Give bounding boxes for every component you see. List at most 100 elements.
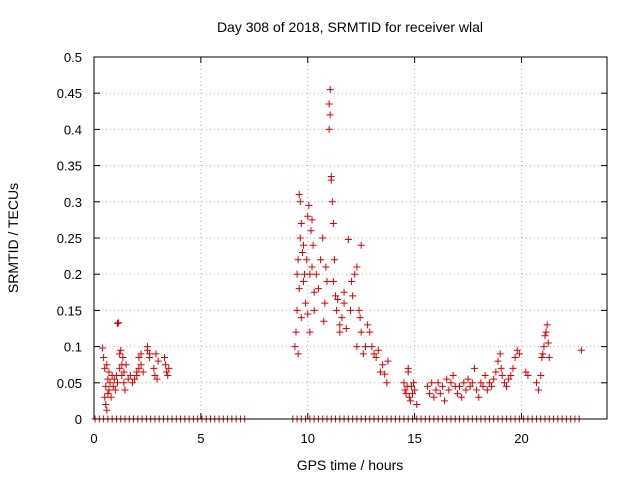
- data-point: [338, 314, 346, 322]
- data-point: [543, 321, 551, 329]
- data-point: [143, 346, 151, 354]
- data-point: [485, 379, 493, 387]
- x-tick-label: 10: [301, 431, 315, 446]
- data-point: [577, 346, 585, 354]
- data-point: [347, 306, 354, 314]
- data-point: [115, 319, 123, 327]
- data-point: [152, 350, 160, 358]
- data-point: [545, 353, 553, 361]
- data-point: [503, 382, 511, 390]
- data-point: [515, 350, 523, 358]
- data-point: [522, 368, 530, 376]
- data-point: [441, 397, 449, 405]
- data-point: [477, 379, 485, 387]
- data-point: [372, 353, 380, 361]
- data-point: [407, 382, 415, 390]
- data-point: [299, 277, 307, 285]
- data-point: [334, 296, 342, 304]
- y-tick-label: 0.3: [64, 195, 82, 210]
- data-point: [443, 375, 451, 383]
- data-point: [535, 386, 543, 394]
- data-point: [101, 393, 109, 401]
- x-tick-label: 5: [197, 431, 204, 446]
- data-point: [532, 379, 540, 387]
- data-point: [364, 321, 372, 329]
- data-point: [355, 306, 363, 314]
- data-point: [294, 350, 302, 358]
- data-point: [470, 364, 478, 372]
- data-point: [383, 379, 391, 387]
- y-tick-label: 0.45: [57, 86, 82, 101]
- data-point: [436, 390, 444, 398]
- data-point: [500, 379, 508, 387]
- data-point: [100, 353, 108, 361]
- data-point: [408, 390, 416, 398]
- y-axis-label: SRMTID / TECUs: [5, 183, 21, 293]
- data-point: [494, 357, 502, 365]
- data-point: [308, 216, 316, 224]
- data-point: [357, 328, 365, 336]
- data-point: [430, 393, 438, 401]
- data-point: [509, 364, 517, 372]
- data-point: [131, 375, 139, 383]
- data-point: [135, 364, 143, 372]
- data-point: [110, 375, 118, 383]
- data-point: [438, 382, 446, 390]
- data-point: [541, 332, 549, 340]
- data-point: [107, 393, 115, 401]
- data-point: [492, 368, 500, 376]
- data-point: [126, 372, 134, 380]
- data-point: [106, 379, 114, 387]
- data-point: [426, 390, 434, 398]
- data-point: [379, 361, 387, 369]
- data-point: [319, 234, 327, 242]
- data-point: [102, 401, 110, 409]
- data-point: [299, 241, 307, 249]
- data-point: [137, 350, 145, 358]
- data-point: [330, 256, 338, 264]
- data-point: [340, 288, 348, 296]
- data-point: [114, 319, 122, 327]
- data-point: [376, 368, 384, 376]
- data-point: [128, 379, 136, 387]
- data-point: [150, 364, 158, 372]
- data-point: [483, 386, 491, 394]
- data-point: [328, 198, 336, 206]
- y-axis: 0 0.05 0.1 0.15 0.2 0.25 0.3 0.35 0.4 0.45 0.5: [57, 50, 607, 427]
- data-point: [120, 368, 128, 376]
- data-point: [116, 350, 124, 358]
- data-point: [293, 306, 301, 314]
- x-tick-label: 20: [514, 431, 528, 446]
- data-point: [329, 277, 337, 285]
- data-point: [447, 379, 455, 387]
- data-point: [326, 111, 334, 119]
- data-point: [511, 353, 519, 361]
- data-point: [310, 288, 318, 296]
- data-point: [294, 256, 302, 264]
- data-point: [432, 386, 440, 394]
- data-point: [405, 393, 413, 401]
- data-point: [353, 263, 361, 271]
- data-point: [296, 198, 304, 206]
- data-point: [488, 382, 496, 390]
- data-point: [544, 339, 552, 347]
- data-point: [295, 191, 303, 199]
- data-point: [349, 292, 357, 300]
- data-point: [473, 386, 481, 394]
- y-tick-label: 0.35: [57, 159, 82, 174]
- data-point: [120, 379, 128, 387]
- data-point: [302, 299, 310, 307]
- data-points: [91, 86, 585, 423]
- data-point: [325, 125, 333, 133]
- data-point: [434, 379, 442, 387]
- data-point: [340, 299, 348, 307]
- data-point: [402, 390, 410, 398]
- x-axis: 0 5 10 15 20: [90, 57, 529, 446]
- data-point: [99, 344, 107, 352]
- data-point: [306, 328, 314, 336]
- data-point: [291, 343, 299, 351]
- data-point: [453, 390, 461, 398]
- data-point: [496, 350, 504, 358]
- data-point: [310, 306, 318, 314]
- data-point: [162, 361, 170, 369]
